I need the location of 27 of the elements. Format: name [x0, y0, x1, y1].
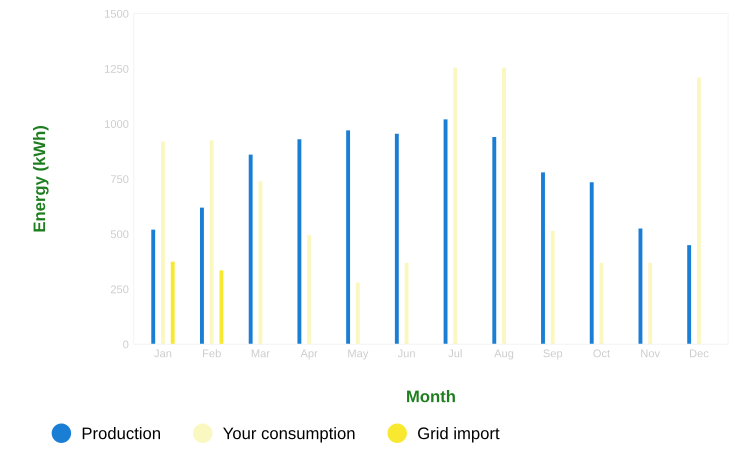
bar: [200, 208, 204, 344]
bar: [219, 270, 224, 344]
x-axis-title: Month: [407, 390, 455, 402]
bar: [258, 181, 262, 344]
bar: [590, 182, 594, 344]
bar: [307, 235, 312, 344]
bar: [356, 282, 360, 344]
bar: [248, 154, 253, 344]
bar: [648, 262, 652, 344]
bar: [541, 172, 545, 344]
y-axis-title: Energy (kWh): [33, 126, 49, 232]
bar: [638, 228, 642, 344]
bar: [346, 130, 350, 344]
bar: [444, 119, 448, 344]
bar: [687, 245, 692, 344]
bar: [210, 140, 214, 344]
bar: [404, 262, 409, 344]
legend-label: Production: [82, 426, 160, 440]
legend-label: Grid import: [418, 426, 500, 443]
bar: [453, 68, 458, 344]
bar: [297, 139, 302, 344]
legend-label: Your consumption: [223, 426, 354, 443]
bar: [502, 68, 506, 344]
bar: [161, 141, 165, 344]
bar: [696, 78, 701, 344]
bar: [600, 262, 604, 344]
bar: [394, 134, 399, 344]
